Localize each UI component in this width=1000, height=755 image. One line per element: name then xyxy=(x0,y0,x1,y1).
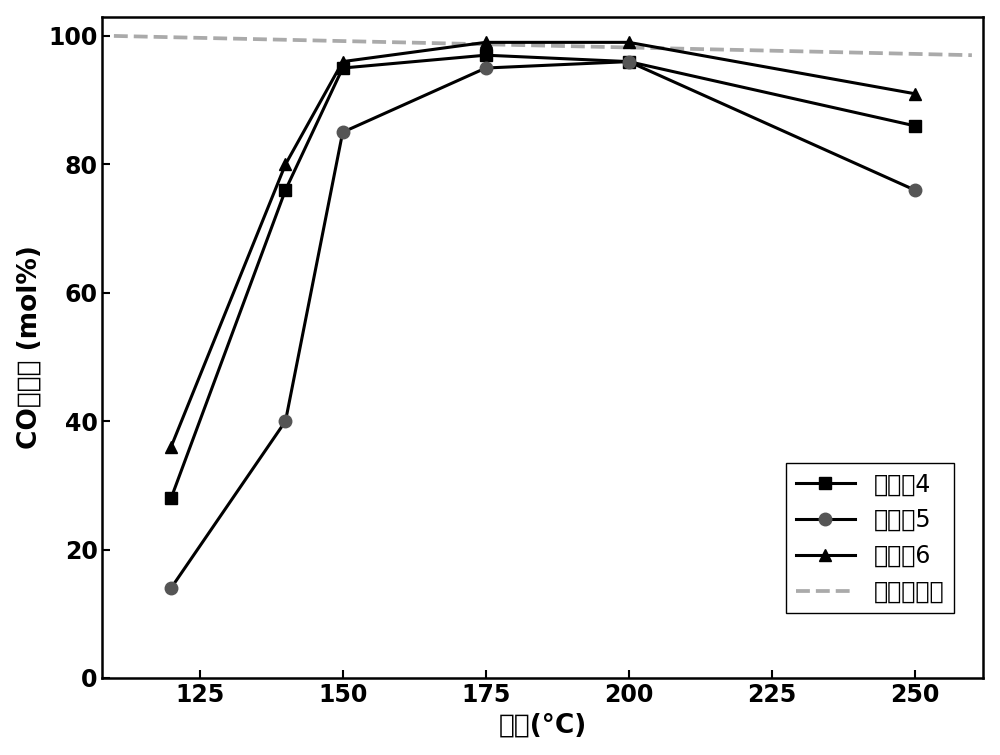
实施契4 xyxy=(165,494,177,503)
Line: 实施契5: 实施契5 xyxy=(165,55,921,594)
Y-axis label: CO转化率 (mol%): CO转化率 (mol%) xyxy=(17,245,43,449)
实施契5 xyxy=(279,417,291,426)
实施契6 xyxy=(480,38,492,47)
实施契6 xyxy=(165,442,177,451)
实施契4 xyxy=(909,122,921,131)
实施契5 xyxy=(337,128,349,137)
实施契4 xyxy=(337,63,349,72)
实施契5 xyxy=(480,63,492,72)
实施契6 xyxy=(279,160,291,169)
实施契6 xyxy=(909,89,921,98)
实施契5 xyxy=(165,584,177,593)
实施契4 xyxy=(279,186,291,195)
实施契4 xyxy=(623,57,635,66)
实施契5 xyxy=(623,57,635,66)
实施契6 xyxy=(337,57,349,66)
实施契5 xyxy=(909,186,921,195)
Line: 实施契6: 实施契6 xyxy=(165,36,921,453)
实施契4 xyxy=(480,51,492,60)
X-axis label: 温度(°C): 温度(°C) xyxy=(499,712,587,738)
Line: 实施契4: 实施契4 xyxy=(165,49,921,504)
实施契6 xyxy=(623,38,635,47)
Legend: 实施契4, 实施契5, 实施契6, 平衡转化率: 实施契4, 实施契5, 实施契6, 平衡转化率 xyxy=(786,463,954,613)
